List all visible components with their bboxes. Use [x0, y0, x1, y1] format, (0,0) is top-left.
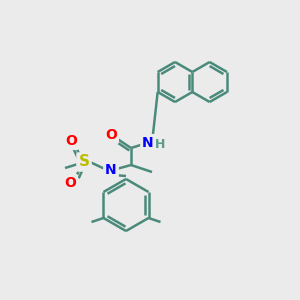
Text: N: N — [142, 136, 154, 150]
Text: O: O — [65, 134, 77, 148]
Text: N: N — [105, 163, 117, 177]
Text: H: H — [155, 139, 165, 152]
Text: O: O — [64, 176, 76, 190]
Text: O: O — [105, 128, 117, 142]
Text: S: S — [79, 154, 89, 169]
